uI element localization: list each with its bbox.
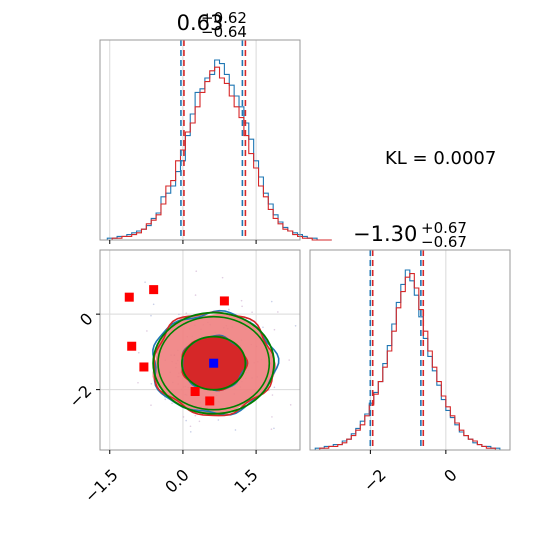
joint-panel: [99, 249, 301, 451]
sample-dot: [150, 314, 152, 317]
sample-dot: [150, 382, 153, 385]
sample-dot: [195, 270, 198, 272]
y-tick-label-2: −2: [65, 381, 95, 411]
red-marker-0: [124, 292, 134, 302]
sample-dot: [277, 311, 279, 313]
sample-dot: [273, 328, 276, 331]
sample-dot: [234, 429, 237, 431]
x-tick-label-2: 0.0: [161, 465, 192, 496]
sample-dot: [189, 425, 192, 428]
red-marker-3: [139, 362, 149, 372]
top-title-sup: +0.62: [201, 9, 247, 27]
sample-dot: [137, 351, 140, 354]
top-background: [100, 40, 300, 240]
right-x-tick-label-1: −2: [360, 465, 390, 495]
sample-dot: [273, 427, 275, 430]
sample-dot: [273, 386, 276, 389]
top-title-main: 0.63: [177, 11, 224, 35]
sample-dot: [146, 330, 148, 332]
red-marker-5: [190, 387, 200, 397]
sample-dot: [137, 381, 139, 384]
joint-frame: [99, 249, 301, 451]
right-x-tick-label-2: 0: [440, 465, 461, 486]
right-background: [310, 250, 510, 450]
sample-dot: [294, 324, 297, 327]
sample-dot: [288, 359, 290, 361]
sample-dot: [240, 299, 243, 302]
sample-dot: [150, 404, 152, 406]
contour-green-mid: [157, 315, 271, 411]
top-hist-series-1: [102, 66, 332, 241]
y-tick-label-1: 0: [76, 309, 97, 330]
contour-green-outer: [152, 311, 276, 415]
red-marker-1: [149, 285, 159, 295]
top-title-sub: −0.64: [201, 23, 247, 41]
right-hist-series-1: [310, 273, 509, 451]
sample-dot: [185, 312, 188, 314]
sample-dot: [144, 281, 146, 283]
sample-dot: [217, 419, 220, 421]
sample-dot: [164, 398, 167, 401]
red-marker-2: [127, 341, 137, 351]
top-title: 0.63: [177, 11, 224, 35]
right-frame: [309, 249, 511, 451]
sample-dot: [185, 419, 187, 422]
kl-annotation: KL = 0.0007: [385, 148, 496, 169]
sample-dot: [152, 303, 155, 306]
x-tick-label-3: 1.5: [230, 465, 261, 496]
sample-dot: [270, 300, 273, 303]
contour-red-outer: [153, 311, 275, 417]
sample-dot: [228, 308, 230, 311]
red-marker-6: [205, 396, 215, 406]
blue-marker: [209, 358, 219, 368]
sample-dot: [271, 394, 274, 396]
top-marginal-panel: [99, 39, 332, 241]
sample-dot: [178, 313, 180, 316]
sample-dot: [171, 402, 173, 405]
top-frame: [99, 39, 301, 241]
right-marginal-panel: [309, 249, 511, 451]
sample-dot: [262, 326, 264, 329]
sample-dot: [289, 404, 292, 406]
sample-dot: [251, 311, 253, 314]
right-title-sup: +0.67: [421, 219, 467, 237]
sample-dot: [189, 431, 192, 433]
sample-dot: [271, 416, 273, 418]
sample-dot: [270, 428, 273, 430]
sample-dot: [194, 294, 197, 296]
x-tick-label-1: −1.5: [81, 465, 122, 506]
red-marker-4: [219, 296, 229, 306]
sample-dot: [249, 320, 252, 322]
tick-marks: [96, 240, 447, 454]
sample-dot: [241, 305, 243, 308]
sample-dot: [221, 276, 224, 279]
sample-dot: [198, 420, 201, 423]
right-title-main: −1.30: [353, 222, 417, 246]
contour-green-inner: [181, 335, 247, 391]
sample-dot: [194, 414, 197, 417]
right-title-sub: −0.67: [421, 233, 467, 251]
sample-dot: [182, 416, 185, 418]
